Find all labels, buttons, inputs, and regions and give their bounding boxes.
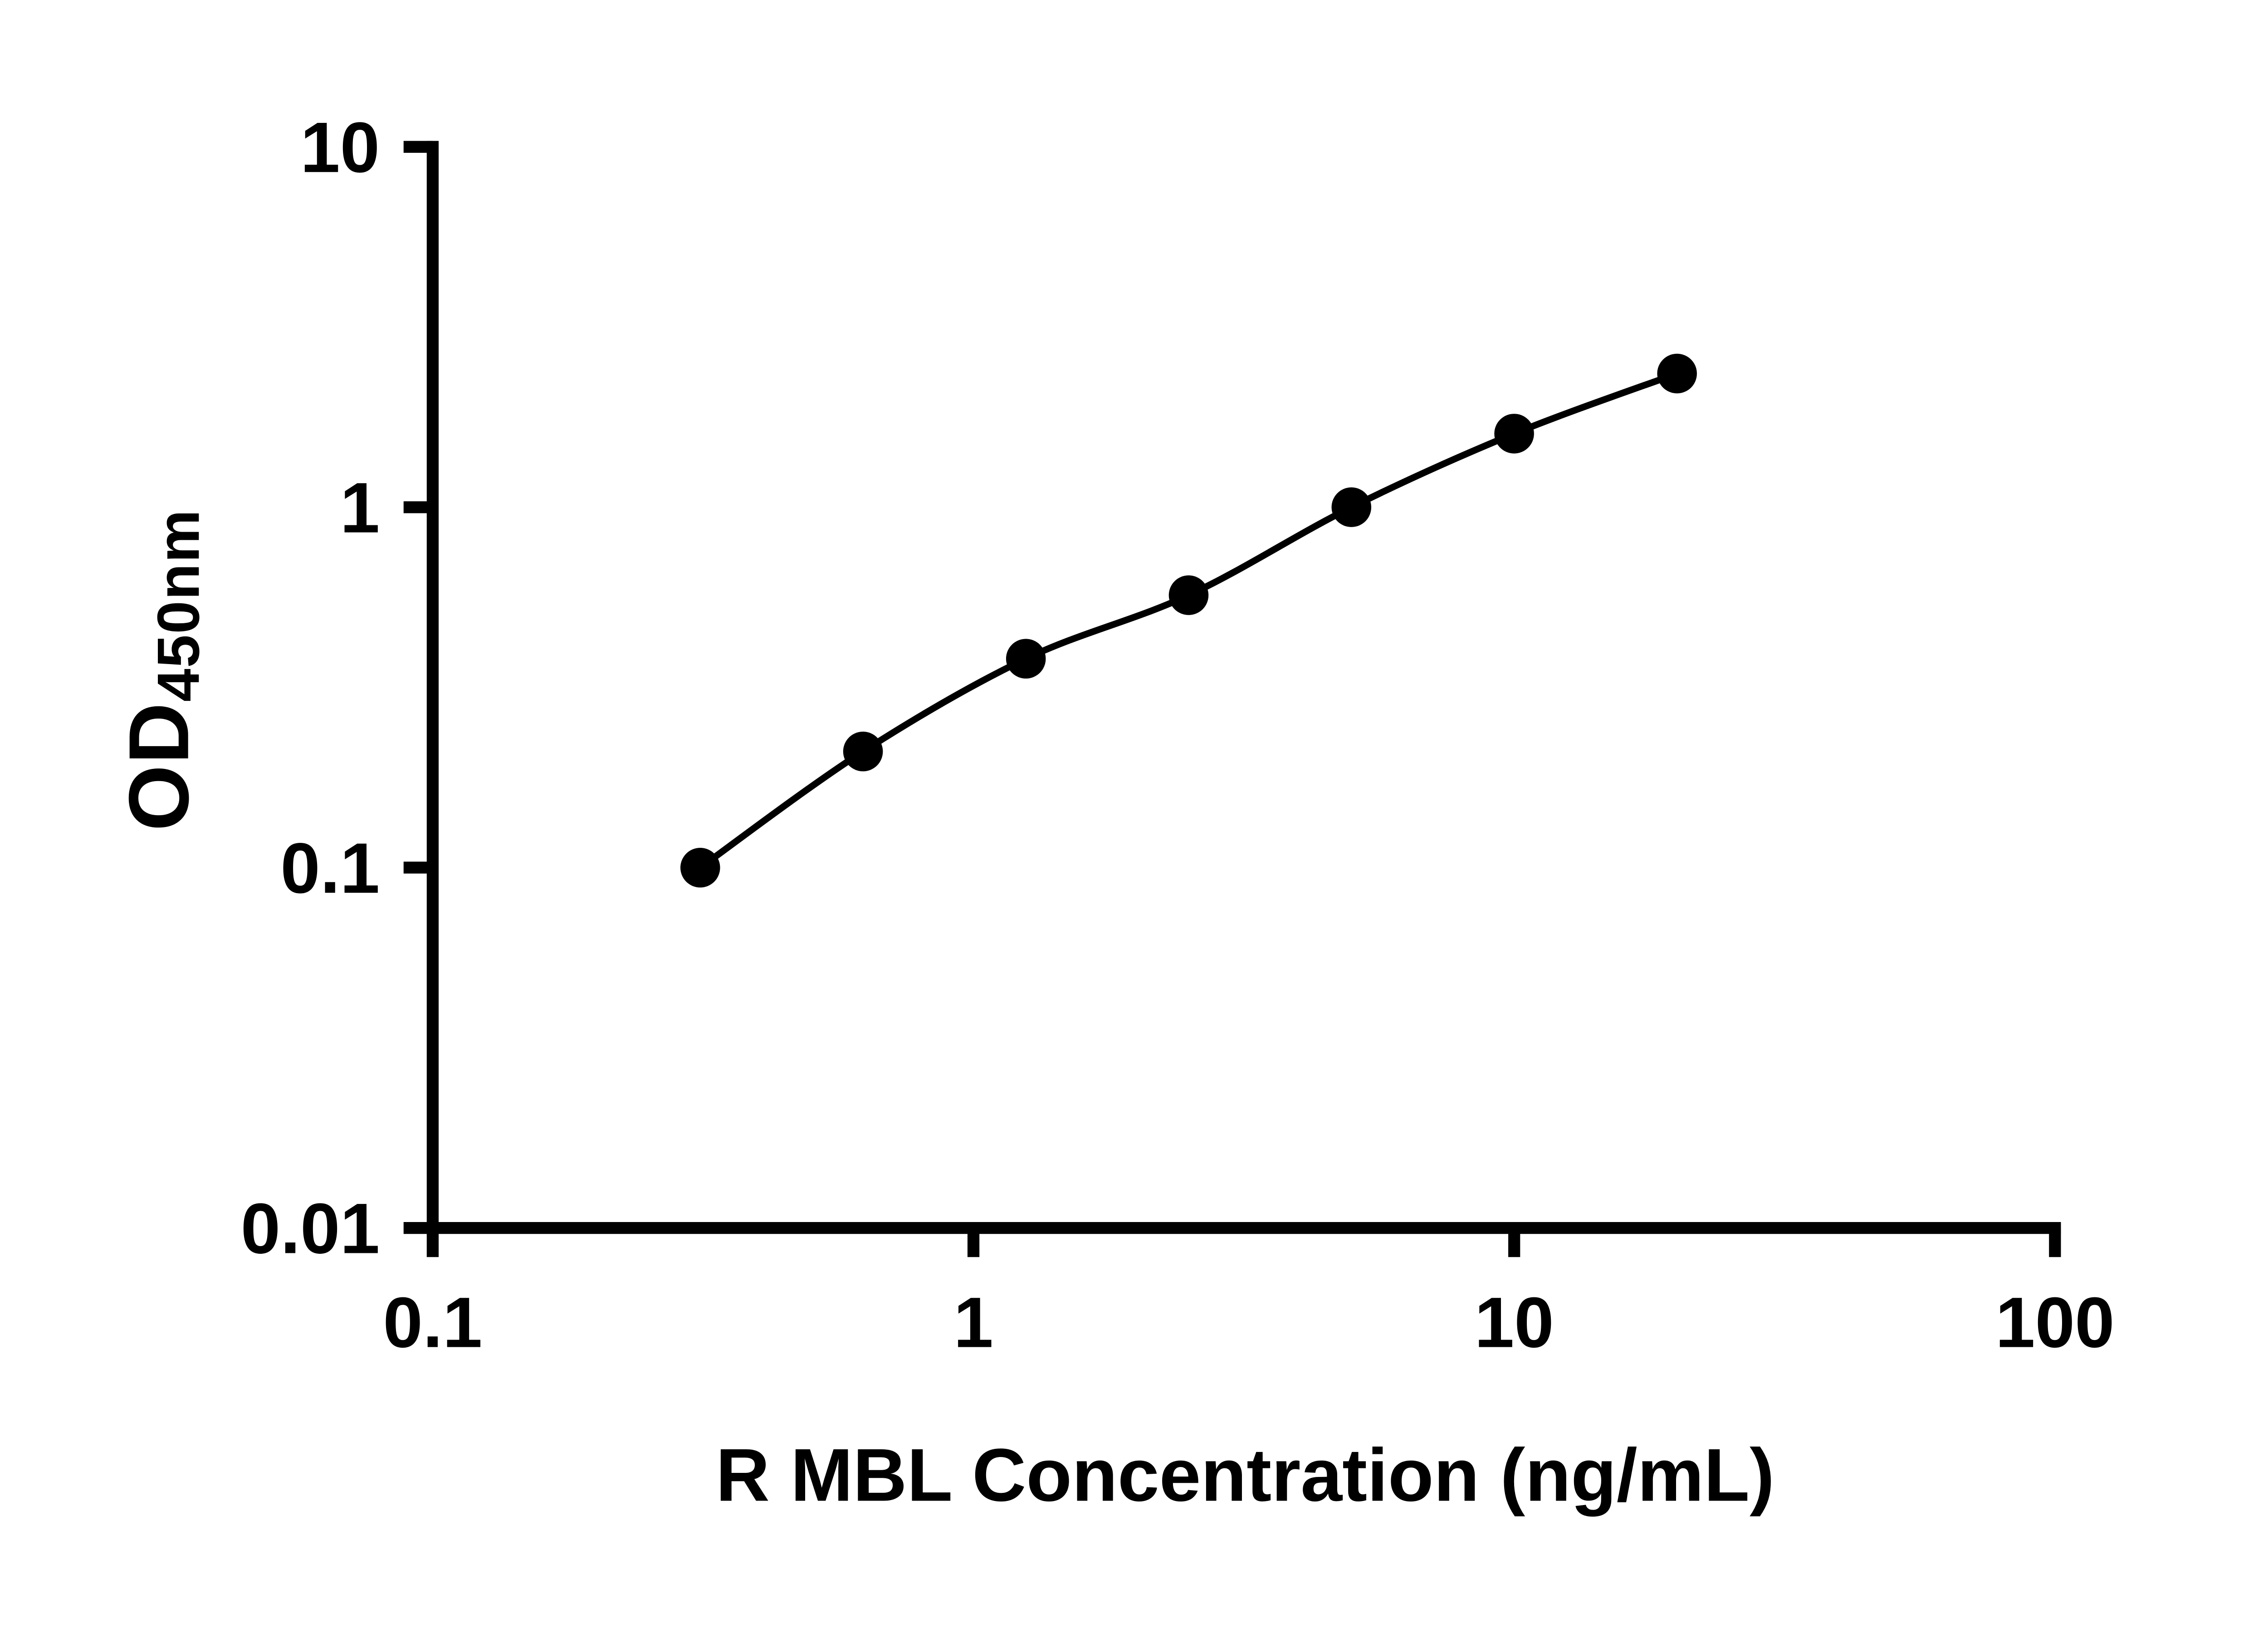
x-tick-label: 0.1 [383,1283,482,1363]
series-line [698,370,1678,870]
x-tick-label: 100 [1995,1283,2115,1363]
y-tick-label: 0.1 [280,828,380,908]
y-axis-title-main: OD [111,702,206,831]
data-point [1331,487,1372,527]
x-axis-title: R MBL Concentration (ng/mL) [715,1433,1775,1517]
x-tick-label: 1 [953,1283,993,1363]
elisa-standard-curve-figure: 0.01 0.1 1 10 0.1 1 10 100 OD450nm R MBL Concen… [110,108,2115,1517]
data-point [680,848,720,888]
y-tick-label: 10 [300,108,380,187]
data-point [1657,353,1697,394]
axes [426,141,2061,1234]
data-point [843,731,883,772]
y-tick-label: 0.01 [241,1189,380,1269]
y-axis-title-subscript: 450nm [145,509,212,702]
data-point [1006,639,1046,679]
data-point [1494,414,1534,454]
x-tick-label: 10 [1475,1283,1554,1363]
y-axis-title: OD450nm [110,509,213,831]
data-point [1168,575,1209,615]
y-tick-label: 1 [340,468,380,548]
